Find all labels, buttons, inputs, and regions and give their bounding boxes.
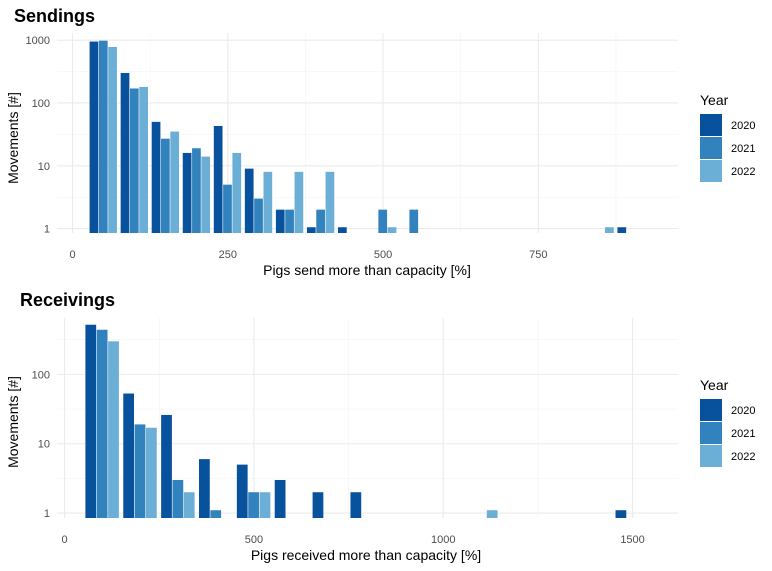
bar-2020 (617, 227, 627, 233)
sendings-legend: Year 2020 2021 2022 (700, 92, 755, 182)
bar-2020 (123, 393, 135, 518)
bar-2021 (161, 138, 170, 233)
bar-2021 (129, 88, 139, 234)
x-tick-label: 0 (62, 534, 68, 546)
bar-2021 (210, 510, 222, 518)
x-tick-label: 250 (219, 249, 237, 261)
y-tick-label: 10 (38, 161, 50, 173)
bar-2022 (201, 156, 211, 233)
legend-label-2021: 2021 (731, 143, 755, 155)
receivings-ticks: 0 500 1000 1500 1 10 100 (32, 369, 645, 546)
legend-swatch-2020 (700, 399, 722, 421)
bar-2021 (192, 148, 201, 233)
bar-2020 (120, 72, 130, 234)
bar-2021 (134, 424, 146, 518)
x-tick-label: 1000 (431, 534, 455, 546)
legend-swatch-2022 (700, 445, 722, 467)
bar-2020 (275, 209, 285, 233)
bar-2021 (409, 209, 419, 233)
bar-2022 (183, 492, 195, 518)
bar-2020 (182, 152, 192, 233)
bar-2020 (151, 121, 161, 233)
y-tick-label: 1000 (26, 35, 50, 47)
bar-2022 (325, 171, 335, 233)
bar-2020 (199, 459, 210, 518)
bar-2020 (338, 227, 347, 233)
sendings-title: Sendings (14, 6, 95, 26)
x-tick-label: 750 (529, 249, 547, 261)
x-tick-label: 0 (69, 249, 75, 261)
legend-label-2020: 2020 (731, 120, 755, 132)
legend-label-2022: 2022 (731, 166, 755, 178)
bar-2021 (172, 480, 184, 518)
bar-2020 (615, 510, 627, 518)
receivings-legend-title: Year (700, 377, 729, 393)
bar-2022 (259, 492, 271, 518)
bar-2021 (248, 492, 259, 518)
x-tick-label: 1500 (620, 534, 644, 546)
bar-2021 (98, 40, 108, 234)
y-tick-label: 1 (44, 224, 50, 236)
bar-2022 (486, 510, 498, 518)
bar-2020 (85, 324, 97, 518)
legend-swatch-2022 (700, 160, 722, 182)
y-tick-label: 100 (32, 98, 50, 110)
bar-2020 (306, 227, 316, 233)
bar-2021 (96, 329, 108, 518)
bar-2021 (378, 209, 388, 233)
sendings-y-axis-title: Movements [#] (5, 92, 21, 184)
bar-2020 (244, 168, 254, 233)
receivings-grid (57, 318, 678, 518)
bar-2022 (145, 427, 157, 518)
receivings-x-axis-title: Pigs received more than capacity [%] (251, 547, 481, 563)
bar-2022 (232, 152, 242, 233)
x-tick-label: 500 (245, 534, 263, 546)
receivings-bars (85, 324, 627, 518)
receivings-y-axis-title: Movements [#] (5, 376, 21, 468)
bar-2021 (285, 209, 294, 233)
bar-2021 (316, 209, 325, 233)
bar-2020 (236, 464, 248, 518)
bar-2022 (387, 227, 397, 233)
y-tick-label: 1 (44, 508, 50, 520)
bar-2020 (350, 492, 362, 518)
bar-2022 (294, 171, 304, 233)
legend-label-2021: 2021 (731, 428, 755, 440)
legend-swatch-2020 (700, 114, 722, 136)
bar-2020 (213, 125, 223, 233)
legend-label-2020: 2020 (731, 405, 755, 417)
sendings-panel: Sendings 0 250 500 750 1 10 100 1000 Pigs send … (5, 6, 755, 278)
legend-swatch-2021 (700, 137, 722, 159)
bar-2020 (312, 492, 324, 518)
legend-swatch-2021 (700, 422, 722, 444)
sendings-ticks: 0 250 500 750 1 10 100 1000 (26, 35, 548, 261)
bar-2021 (223, 184, 232, 233)
bar-2022 (170, 131, 180, 233)
bar-2022 (139, 86, 148, 234)
bar-2022 (605, 227, 614, 233)
bar-2022 (108, 46, 117, 234)
bar-2022 (108, 341, 119, 518)
y-tick-label: 10 (38, 439, 50, 451)
bar-2020 (274, 480, 286, 518)
receivings-legend: Year 2020 2021 2022 (700, 377, 755, 467)
sendings-x-axis-title: Pigs send more than capacity [%] (263, 262, 471, 278)
bar-2020 (161, 414, 172, 518)
sendings-bars (89, 40, 627, 234)
sendings-legend-title: Year (700, 92, 729, 108)
legend-label-2022: 2022 (731, 451, 755, 463)
bar-2021 (254, 198, 263, 233)
sendings-grid (57, 33, 678, 233)
x-tick-label: 500 (374, 249, 392, 261)
y-tick-label: 100 (32, 369, 50, 381)
bar-2020 (89, 41, 99, 234)
receivings-title: Receivings (20, 290, 115, 310)
bar-2022 (263, 171, 273, 233)
receivings-panel: Receivings 0 500 1000 1500 1 10 100 Pigs recei… (5, 290, 755, 563)
